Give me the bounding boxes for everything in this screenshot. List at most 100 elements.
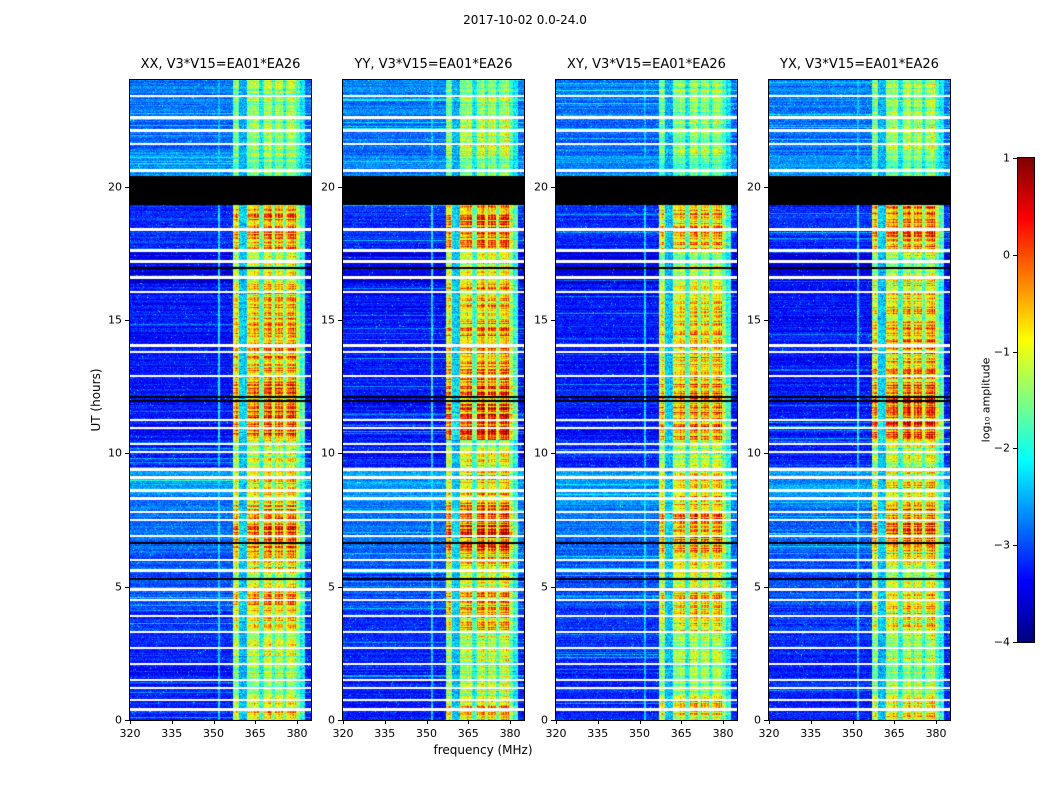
- y-tick-label: 0: [541, 713, 548, 727]
- x-tick: [810, 720, 812, 724]
- colorbar-tick: [1013, 351, 1017, 353]
- y-tick-label: 5: [541, 580, 548, 594]
- colorbar-tick-label: −3: [993, 538, 1010, 552]
- x-tick-label: 365: [883, 727, 905, 740]
- colorbar-tick-label: −1: [993, 345, 1010, 359]
- y-tick-label: 20: [747, 180, 761, 194]
- y-tick: [338, 186, 342, 188]
- y-tick: [125, 186, 129, 188]
- y-tick: [764, 453, 768, 455]
- y-tick: [764, 186, 768, 188]
- colorbar-label: log₁₀ amplitude: [979, 357, 993, 443]
- y-tick-label: 5: [754, 580, 761, 594]
- y-tick-label: 10: [534, 446, 548, 460]
- y-tick-label: 20: [534, 180, 548, 194]
- x-tick-label: 380: [286, 727, 308, 740]
- x-tick-label: 320: [758, 727, 780, 740]
- y-tick-label: 15: [321, 313, 335, 327]
- x-tick-label: 350: [203, 727, 225, 740]
- x-tick: [597, 720, 599, 724]
- y-tick: [125, 320, 129, 321]
- x-tick: [468, 720, 470, 724]
- colorbar-tick: [1013, 254, 1017, 256]
- colorbar-tick-label: 1: [1003, 151, 1010, 165]
- x-tick: [384, 720, 386, 724]
- x-tick: [510, 720, 512, 724]
- x-tick: [639, 720, 641, 724]
- x-tick-label: 320: [119, 727, 141, 740]
- x-tick-label: 380: [712, 727, 734, 740]
- spectrogram-panel-2: [342, 79, 525, 721]
- y-tick-label: 15: [108, 313, 122, 327]
- y-tick: [551, 586, 555, 588]
- colorbar-tick: [1013, 642, 1017, 643]
- colorbar-tick: [1013, 448, 1017, 450]
- y-tick: [338, 586, 342, 588]
- y-tick: [338, 453, 342, 455]
- figure-title: 2017-10-02 0.0-24.0: [463, 13, 587, 27]
- panel-title: YX, V3*V15=EA01*EA26: [780, 57, 939, 72]
- x-tick: [769, 720, 770, 724]
- x-tick: [171, 720, 173, 724]
- x-tick-label: 335: [800, 727, 822, 740]
- y-tick: [338, 320, 342, 321]
- x-tick: [723, 720, 725, 724]
- spectrogram-panel-4: [768, 79, 951, 721]
- x-tick-label: 350: [629, 727, 651, 740]
- y-tick-label: 20: [321, 180, 335, 194]
- x-tick: [130, 720, 131, 724]
- y-tick: [125, 453, 129, 455]
- y-tick-label: 0: [328, 713, 335, 727]
- y-tick: [125, 720, 129, 721]
- panel-title: XX, V3*V15=EA01*EA26: [140, 57, 301, 72]
- y-axis-label: UT (hours): [89, 368, 103, 432]
- y-tick-label: 10: [108, 446, 122, 460]
- y-tick-label: 10: [747, 446, 761, 460]
- x-tick-label: 335: [374, 727, 396, 740]
- y-tick: [764, 586, 768, 588]
- x-tick: [255, 720, 257, 724]
- colorbar-tick-label: −2: [993, 441, 1010, 455]
- y-tick-label: 15: [747, 313, 761, 327]
- colorbar-tick: [1013, 158, 1017, 159]
- x-tick-label: 320: [545, 727, 567, 740]
- y-tick: [764, 720, 768, 721]
- y-tick-label: 5: [328, 580, 335, 594]
- panel-title: XY, V3*V15=EA01*EA26: [567, 57, 726, 72]
- x-tick: [852, 720, 854, 724]
- y-tick-label: 0: [754, 713, 761, 727]
- x-tick-label: 350: [842, 727, 864, 740]
- x-tick: [681, 720, 683, 724]
- y-tick-label: 0: [115, 713, 122, 727]
- y-tick: [125, 586, 129, 588]
- x-tick-label: 350: [416, 727, 438, 740]
- x-tick-label: 335: [587, 727, 609, 740]
- y-tick: [338, 720, 342, 721]
- x-tick-label: 365: [670, 727, 692, 740]
- x-tick-label: 380: [925, 727, 947, 740]
- panel-title: YY, V3*V15=EA01*EA26: [354, 57, 513, 72]
- y-tick-label: 15: [534, 313, 548, 327]
- colorbar-tick-label: 0: [1003, 248, 1010, 262]
- spectrogram-panel-1: [129, 79, 312, 721]
- x-tick: [936, 720, 938, 724]
- y-tick: [551, 453, 555, 455]
- y-tick: [551, 320, 555, 321]
- x-axis-label: frequency (MHz): [433, 743, 533, 757]
- x-tick: [213, 720, 215, 724]
- colorbar: [1017, 157, 1035, 643]
- x-tick-label: 380: [499, 727, 521, 740]
- x-tick: [297, 720, 299, 724]
- x-tick-label: 335: [161, 727, 183, 740]
- x-tick-label: 365: [457, 727, 479, 740]
- x-tick: [426, 720, 428, 724]
- y-tick: [551, 186, 555, 188]
- colorbar-tick: [1013, 545, 1017, 547]
- x-tick: [343, 720, 344, 724]
- y-tick-label: 20: [108, 180, 122, 194]
- colorbar-tick-label: −4: [993, 635, 1010, 649]
- y-tick: [551, 720, 555, 721]
- y-tick-label: 10: [321, 446, 335, 460]
- y-tick: [764, 320, 768, 321]
- x-tick: [556, 720, 557, 724]
